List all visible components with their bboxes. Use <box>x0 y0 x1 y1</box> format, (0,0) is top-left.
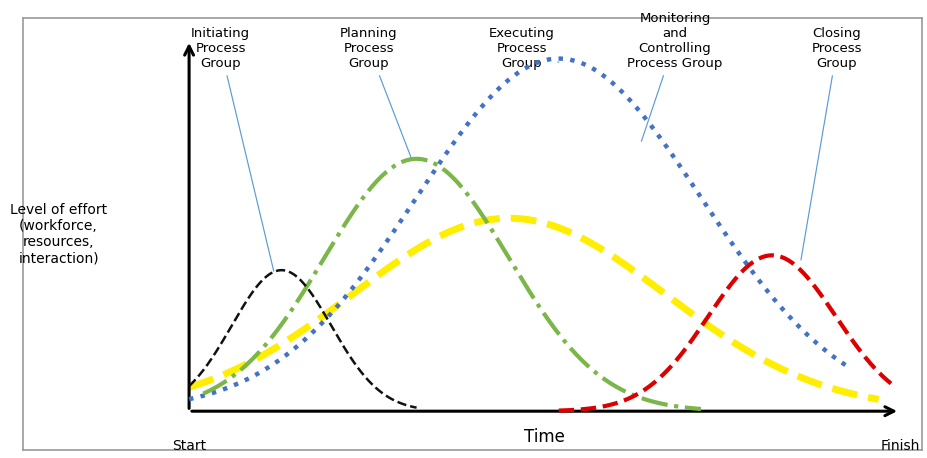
Text: Time: Time <box>524 428 565 446</box>
Text: Planning
Process
Group: Planning Process Group <box>340 27 412 160</box>
Text: Initiating
Process
Group: Initiating Process Group <box>191 27 273 271</box>
Text: Start: Start <box>172 439 206 453</box>
Text: Closing
Process
Group: Closing Process Group <box>801 27 862 260</box>
Text: Level of effort
(workforce,
resources,
interaction): Level of effort (workforce, resources, i… <box>10 203 108 266</box>
Text: Finish: Finish <box>881 439 920 453</box>
Text: Monitoring
and
Controlling
Process Group: Monitoring and Controlling Process Group <box>628 12 723 142</box>
Text: Executing
Process
Group: Executing Process Group <box>489 27 559 70</box>
